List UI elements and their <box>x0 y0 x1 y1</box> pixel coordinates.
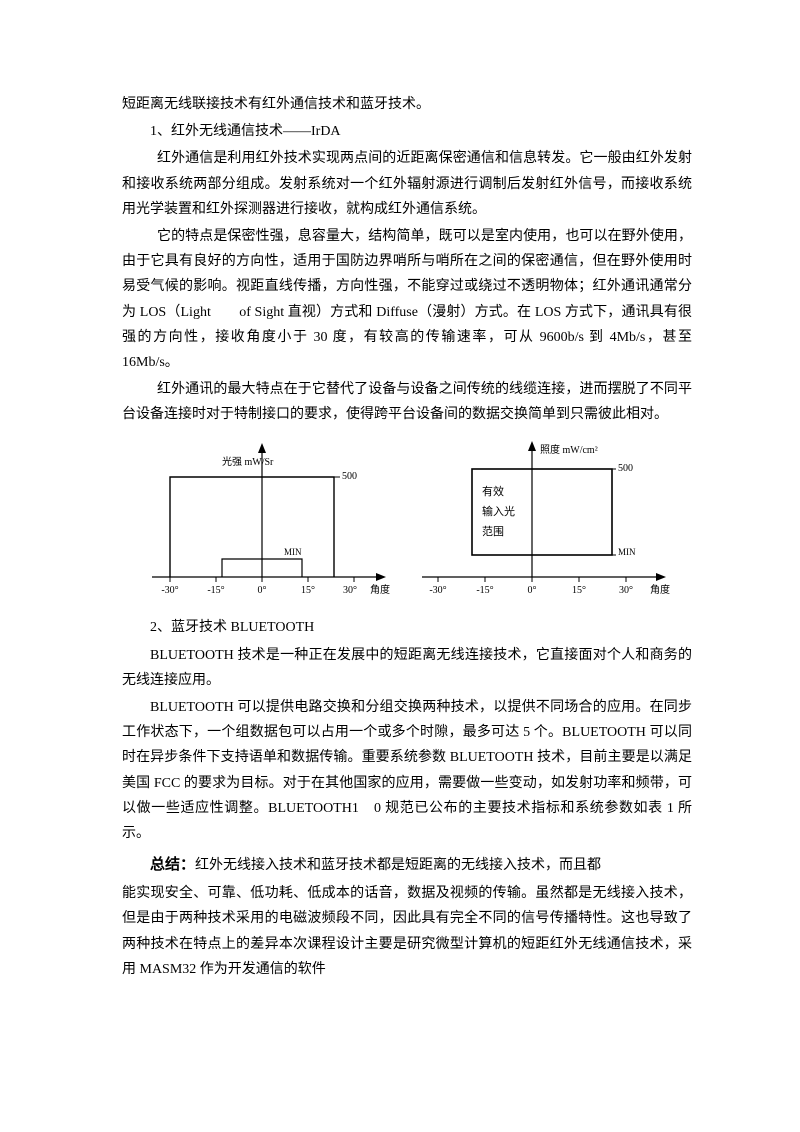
chart-right-ymax: 500 <box>618 463 633 474</box>
paragraph-bt-1: BLUETOOTH 技术是一种正在发展中的短距离无线连接技术，它直接面对个人和商… <box>122 643 692 693</box>
chart-right-box-line2: 输入光 <box>482 504 515 518</box>
intro-line: 短距离无线联接技术有红外通信技术和蓝牙技术。 <box>122 92 692 117</box>
svg-text:30°: 30° <box>619 585 633 596</box>
diagram-row: 光强 mW/Sr 500 MIN -30° -15° 0° 15° 30° <box>122 437 692 607</box>
chart-right-ylabel: 照度 mW/cm² <box>540 443 598 456</box>
section-2-heading: 2、蓝牙技术 BLUETOOTH <box>122 615 692 640</box>
chart-left-xlabel: 角度 <box>370 583 390 596</box>
svg-text:-30°: -30° <box>429 585 446 596</box>
paragraph-bt-2: BLUETOOTH 可以提供电路交换和分组交换两种技术，以提供不同场合的应用。在… <box>122 695 692 846</box>
chart-left-min: MIN <box>284 547 302 557</box>
summary-lead-text: 红外无线接入技术和蓝牙技术都是短距离的无线接入技术，而且都 <box>195 858 601 873</box>
summary-label: 总结： <box>150 857 195 873</box>
chart-left-xticks: -30° -15° 0° 15° 30° <box>161 577 357 596</box>
svg-text:15°: 15° <box>301 585 315 596</box>
document-page: 短距离无线联接技术有红外通信技术和蓝牙技术。 1、红外无线通信技术——IrDA … <box>0 0 800 1132</box>
svg-text:0°: 0° <box>528 585 537 596</box>
paragraph-irda-2: 它的特点是保密性强，息容量大，结构简单，既可以是室内使用，也可以在野外使用，由于… <box>122 224 692 375</box>
svg-text:15°: 15° <box>572 585 586 596</box>
svg-text:30°: 30° <box>343 585 357 596</box>
chart-right-box-line1: 有效 <box>482 484 504 498</box>
paragraph-irda-1: 红外通信是利用红外技术实现两点间的近距离保密通信和信息转发。它一般由红外发射和接… <box>122 146 692 222</box>
chart-left-ylabel: 光强 mW/Sr <box>222 455 274 468</box>
svg-text:-15°: -15° <box>476 585 493 596</box>
svg-text:0°: 0° <box>258 585 267 596</box>
chart-left-ymax: 500 <box>342 471 357 482</box>
paragraph-irda-3: 红外通讯的最大特点在于它替代了设备与设备之间传统的线缆连接，进而摆脱了不同平台设… <box>122 377 692 427</box>
chart-right: 照度 mW/cm² 500 有效 输入光 范围 MIN -30° -15° 0° <box>402 437 682 607</box>
summary-paragraph-lead: 总结：红外无线接入技术和蓝牙技术都是短距离的无线接入技术，而且都 <box>122 852 692 879</box>
section-1-heading: 1、红外无线通信技术——IrDA <box>122 119 692 144</box>
chart-left: 光强 mW/Sr 500 MIN -30° -15° 0° 15° 30° <box>132 437 392 607</box>
chart-right-min: MIN <box>618 547 636 557</box>
chart-right-box-line3: 范围 <box>482 524 504 538</box>
summary-paragraph-body: 能实现安全、可靠、低功耗、低成本的话音，数据及视频的传输。虽然都是无线接入技术，… <box>122 881 692 982</box>
chart-right-xticks: -30° -15° 0° 15° 30° <box>429 577 633 596</box>
svg-text:-30°: -30° <box>161 585 178 596</box>
svg-text:-15°: -15° <box>207 585 224 596</box>
chart-right-xlabel: 角度 <box>650 583 670 596</box>
